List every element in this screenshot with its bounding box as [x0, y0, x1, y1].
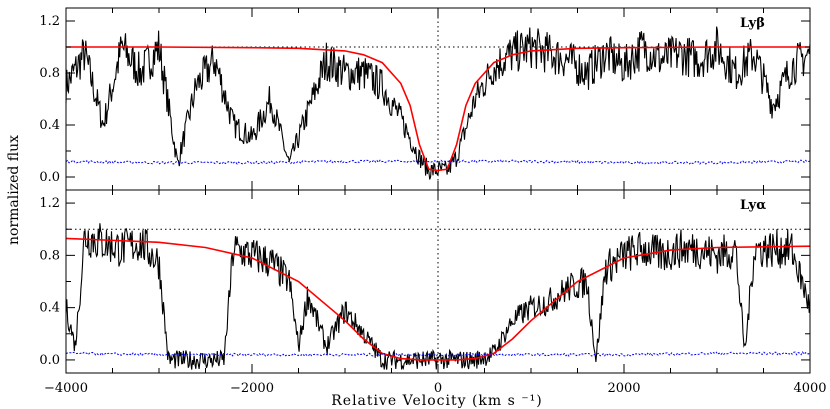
lya-panel-label: Lyα — [740, 198, 766, 213]
y-axis-label: normalized flux — [6, 135, 22, 245]
lyb-plot-area — [66, 26, 810, 180]
lya-ytick-label: 0.8 — [39, 248, 60, 263]
lya-flux-series — [66, 223, 810, 371]
lya-ytick-label: 0.4 — [39, 301, 60, 316]
lya-error-series — [66, 351, 810, 357]
lyb-model-fit — [66, 46, 810, 172]
lya-xtick-label: 4000 — [793, 381, 826, 396]
lyb-ytick-label: 0.0 — [39, 170, 60, 185]
lya-xtick-label: −2000 — [230, 381, 274, 396]
lyb-ytick-label: 1.2 — [39, 14, 60, 29]
lya-xtick-label: −4000 — [44, 381, 88, 396]
x-axis-label: Relative Velocity (km s ⁻¹) — [331, 393, 543, 409]
lyb-ytick-label: 0.8 — [39, 66, 60, 81]
lya-ytick-label: 0.0 — [39, 353, 60, 368]
lyb-panel: 0.0 0.4 0.8 1.2 Lyβ — [39, 7, 811, 191]
lyb-ytick-label: 0.4 — [39, 118, 60, 133]
lya-panel: 0.0 0.4 0.8 1.2 −4000 −2000 0 2000 4000 Lyα — [39, 189, 827, 396]
lya-ytick-label: 1.2 — [39, 196, 60, 211]
lyb-flux-series — [66, 26, 810, 180]
lyb-panel-label: Lyβ — [740, 16, 765, 31]
lya-model-fit — [66, 237, 810, 361]
lya-plot-area — [66, 223, 810, 371]
lya-xtick-label: 2000 — [607, 381, 640, 396]
lya-xtick-label: 0 — [434, 381, 442, 396]
